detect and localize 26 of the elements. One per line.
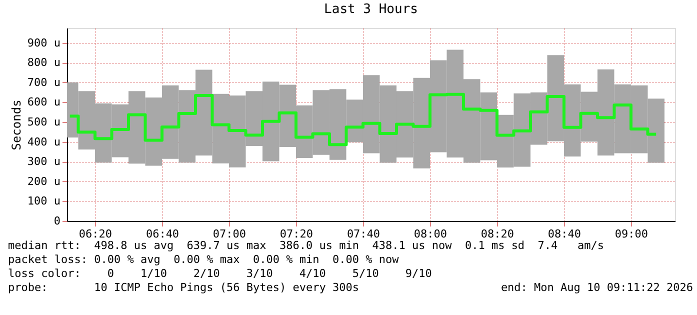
- y-tick-label: 300 u: [27, 155, 60, 168]
- y-tick-label: 200 u: [27, 174, 60, 188]
- text: packet loss: 0.00 % avg 0.00 % max 0.00 % min 0.00 % now: [8, 253, 400, 266]
- text: end: Mon Aug 10 09:11:22 2026: [500, 281, 693, 294]
- x-tick-label: 08:00: [414, 228, 448, 240]
- x-tick-label: 07:40: [346, 228, 380, 240]
- text: loss color: 0 1/10 2/10 3/10 4/10 5/10 9/10: [8, 267, 432, 280]
- x-tick-label: 07:00: [212, 228, 246, 240]
- x-tick-label: 09:00: [614, 228, 648, 240]
- y-tick-label: 400 u: [27, 135, 60, 148]
- y-tick-label: 100 u: [27, 194, 60, 208]
- x-tick-label: 08:40: [548, 228, 582, 240]
- y-tick-label: 800 u: [27, 56, 60, 70]
- y-tick-label: 600 u: [27, 96, 60, 109]
- y-tick-label: 900 u: [27, 36, 60, 50]
- y-tick-label: 500 u: [27, 116, 60, 129]
- x-tick-label: 06:20: [78, 228, 112, 240]
- text: probe: 10 ICMP Echo Pings (56 Bytes) every 300s: [8, 281, 359, 294]
- text: median rtt: 498.8 us avg 639.7 us max 386.0 us min 438.1 us now 0.1 ms sd 7.4 am/s: [8, 239, 604, 252]
- y-tick-label: 700 u: [27, 76, 60, 89]
- x-tick-label: 06:40: [146, 228, 180, 240]
- x-tick-label: 08:20: [480, 228, 514, 240]
- y-axis-title: Seconds: [9, 100, 24, 150]
- y-tick-label: 0: [54, 214, 60, 228]
- chart-title: Last 3 Hours: [324, 2, 418, 17]
- x-tick-label: 07:20: [280, 228, 314, 240]
